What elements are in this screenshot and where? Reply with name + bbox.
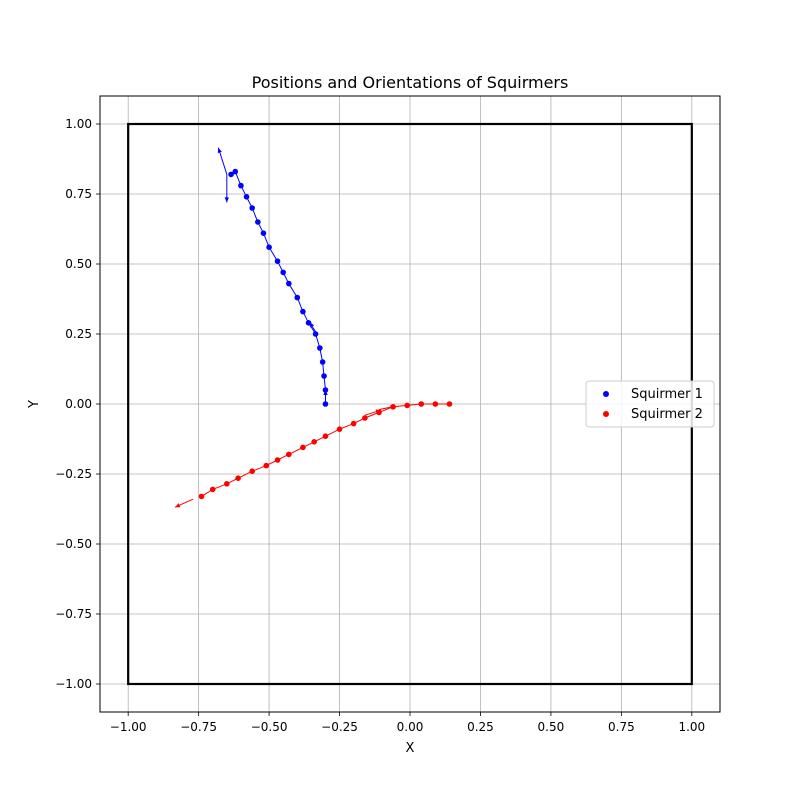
data-point xyxy=(294,294,301,301)
data-point xyxy=(446,401,453,407)
data-point xyxy=(322,433,329,440)
data-point xyxy=(418,401,425,407)
data-point xyxy=(362,415,368,421)
y-tick-label: 0.75 xyxy=(65,187,92,201)
x-tick-label: −0.25 xyxy=(321,720,358,734)
data-point xyxy=(249,205,255,211)
data-point xyxy=(322,401,329,407)
legend-box xyxy=(585,380,715,428)
data-point xyxy=(350,420,357,427)
data-point xyxy=(305,320,312,326)
data-point xyxy=(209,486,216,493)
data-point xyxy=(300,444,306,451)
x-axis-ticks: −1.00 −0.75 −0.50 −0.25 0.00 0.25 0.50 0.75 1.00 xyxy=(110,712,705,734)
y-axis-label: Y xyxy=(27,400,42,409)
series-1 xyxy=(217,147,329,407)
x-tick-label: −0.75 xyxy=(180,720,217,734)
data-point xyxy=(255,219,261,225)
data-series xyxy=(174,147,453,508)
data-point xyxy=(266,244,272,250)
data-point xyxy=(336,426,343,433)
data-point xyxy=(274,457,281,463)
orientation-arrowhead xyxy=(175,503,181,508)
legend: Squirmer 1 Squirmer 2 xyxy=(585,380,715,428)
series-2 xyxy=(174,401,453,508)
data-point xyxy=(249,468,255,475)
y-tick-label: 0.25 xyxy=(65,327,92,341)
data-point xyxy=(286,451,292,458)
data-point xyxy=(300,308,306,315)
x-tick-label: 0.75 xyxy=(608,720,635,734)
y-tick-label: 1.00 xyxy=(65,117,92,131)
data-point xyxy=(322,387,329,393)
data-point xyxy=(376,409,382,416)
y-tick-label: −0.75 xyxy=(55,607,92,621)
data-point xyxy=(321,373,327,379)
y-tick-label: −1.00 xyxy=(55,677,92,691)
data-point xyxy=(312,331,319,337)
y-axis-ticks: −1.00 −0.75 −0.50 −0.25 0.00 0.25 0.50 0.75 1.00 xyxy=(55,117,100,691)
data-point xyxy=(232,168,239,175)
data-point xyxy=(280,269,286,276)
legend-label-squirmer-1: Squirmer 1 xyxy=(631,387,703,402)
data-point xyxy=(260,230,267,236)
data-point xyxy=(311,439,317,445)
y-tick-label: −0.25 xyxy=(55,467,92,481)
x-tick-label: 0.00 xyxy=(397,720,424,734)
chart-title: Positions and Orientations of Squirmers xyxy=(252,73,569,92)
y-tick-label: 0.00 xyxy=(65,397,92,411)
data-point xyxy=(286,280,292,287)
y-tick-label: −0.50 xyxy=(55,537,92,551)
x-tick-label: −0.50 xyxy=(251,720,288,734)
data-point xyxy=(274,258,281,265)
data-point xyxy=(263,462,270,469)
y-tick-label: 0.50 xyxy=(65,257,92,271)
data-point xyxy=(224,481,230,487)
x-axis-label: X xyxy=(406,741,415,756)
data-point xyxy=(198,493,205,500)
data-point xyxy=(390,404,396,410)
data-point xyxy=(432,401,439,407)
data-point xyxy=(238,182,244,189)
x-tick-label: 1.00 xyxy=(678,720,705,734)
data-point xyxy=(404,402,410,409)
x-tick-label: 0.50 xyxy=(538,720,565,734)
x-tick-label: −1.00 xyxy=(110,720,147,734)
data-point xyxy=(243,194,250,200)
orientation-arrowhead xyxy=(217,147,222,154)
data-point xyxy=(319,359,326,365)
legend-label-squirmer-2: Squirmer 2 xyxy=(631,407,703,422)
data-point xyxy=(317,345,323,351)
legend-marker-squirmer-1 xyxy=(603,391,609,397)
data-point xyxy=(235,475,241,482)
orientation-arrowhead xyxy=(224,197,229,203)
x-tick-label: 0.25 xyxy=(467,720,494,734)
legend-marker-squirmer-2 xyxy=(603,411,609,417)
data-point xyxy=(228,171,234,178)
